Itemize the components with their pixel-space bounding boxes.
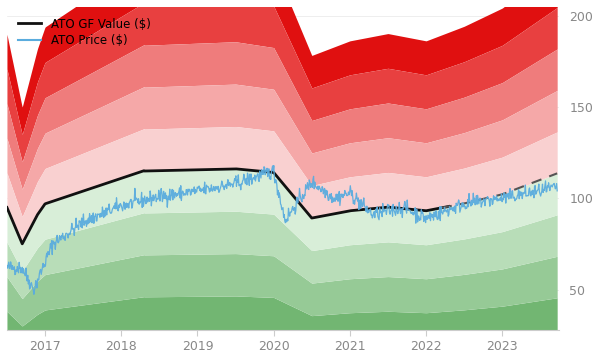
- Legend: ATO GF Value ($), ATO Price ($): ATO GF Value ($), ATO Price ($): [13, 13, 155, 52]
